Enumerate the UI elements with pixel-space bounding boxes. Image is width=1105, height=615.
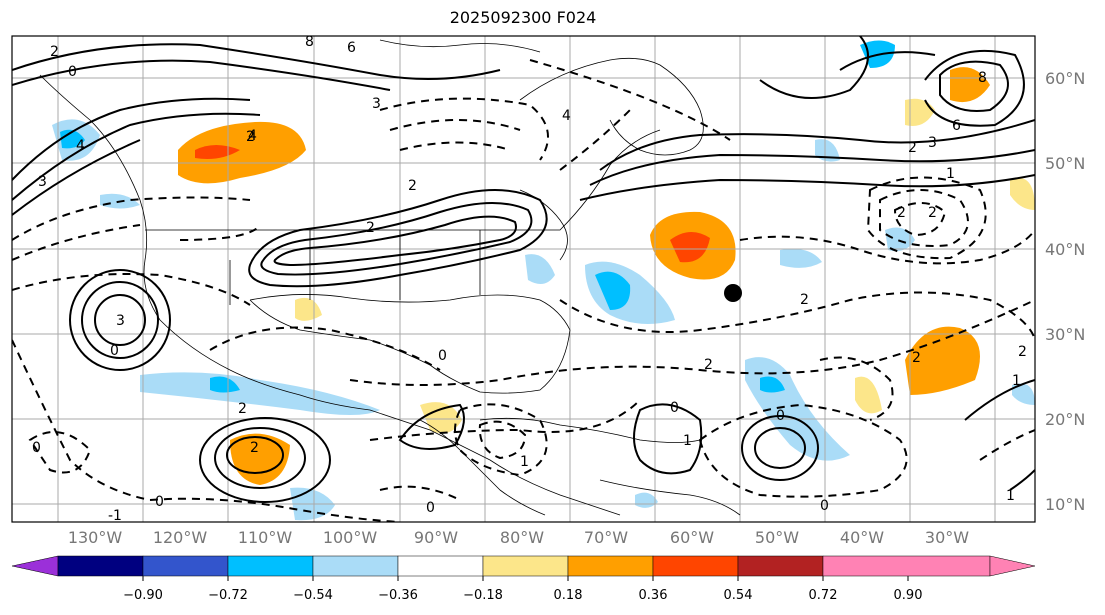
colorbar-segment — [482, 555, 569, 577]
lat-label: 40°N — [1045, 240, 1085, 259]
contour-label: 2 — [704, 357, 713, 373]
lon-label: 130°W — [68, 528, 123, 547]
contour-label: 2 — [250, 440, 259, 456]
contour-label: 2 — [928, 205, 937, 221]
colorbar-tick-labels: −0.90 −0.72 −0.54 −0.36 −0.18 0.18 0.36 … — [123, 588, 922, 603]
contour-label: 3 — [38, 174, 47, 190]
contour-label: 1 — [1012, 373, 1021, 389]
contour-label: 3 — [372, 96, 381, 112]
lat-label: 10°N — [1045, 495, 1085, 514]
colorbar-extend-high — [822, 555, 991, 577]
contour-label: 8 — [978, 70, 987, 86]
contour-label: 3 — [928, 135, 937, 151]
contour-label: 4 — [76, 138, 85, 154]
contour-label: 1 — [683, 433, 692, 449]
contour-label: 1 — [520, 454, 529, 470]
contour-label: 0 — [110, 343, 119, 359]
contour-label: 3 — [116, 313, 125, 329]
colorbar-ticks — [142, 576, 909, 581]
contour-label: 4 — [248, 128, 257, 144]
colorbar-segment — [142, 555, 229, 577]
colorbar-tick-label: −0.36 — [378, 588, 418, 603]
colorbar-tick-label: 0.72 — [809, 588, 838, 603]
map-title: 2025092300 F024 — [449, 8, 597, 27]
lon-label: 70°W — [584, 528, 628, 547]
colorbar-segment — [737, 555, 824, 577]
latitude-labels: 60°N 50°N 40°N 30°N 20°N 10°N — [1045, 69, 1085, 514]
colorbar-tick-label: 0.18 — [554, 588, 583, 603]
colorbar-tick-label: 0.54 — [724, 588, 753, 603]
colorbar: −0.90 −0.72 −0.54 −0.36 −0.18 0.18 0.36 … — [11, 555, 1036, 603]
map-panel — [12, 36, 1035, 522]
lat-label: 30°N — [1045, 325, 1085, 344]
contour-label: 2 — [908, 140, 917, 156]
lon-label: 60°W — [670, 528, 714, 547]
contour-label: 2 — [897, 205, 906, 221]
colorbar-segment — [397, 555, 484, 577]
contour-label: 0 — [32, 440, 41, 456]
contour-label: 2 — [408, 178, 417, 194]
contour-label: 8 — [305, 34, 314, 50]
contour-label: 6 — [347, 40, 356, 56]
lon-label: 40°W — [840, 528, 884, 547]
colorbar-segment — [567, 555, 654, 577]
longitude-labels: 130°W 120°W 110°W 100°W 90°W 80°W 70°W 6… — [68, 528, 969, 547]
contour-label: 0 — [670, 400, 679, 416]
contour-label: 2 — [800, 292, 809, 308]
lat-label: 60°N — [1045, 69, 1085, 88]
colorbar-tick-label: 0.90 — [894, 588, 923, 603]
anomaly-shading — [52, 40, 1035, 521]
colorbar-extend-high-tip — [989, 555, 1036, 577]
lon-label: 120°W — [153, 528, 208, 547]
contour-label: 1 — [946, 166, 955, 182]
colorbar-tick-label: −0.18 — [463, 588, 503, 603]
colorbar-tick-label: −0.90 — [123, 588, 163, 603]
contour-label: 0 — [68, 64, 77, 80]
contour-label: 6 — [952, 118, 961, 134]
contour-label: 4 — [562, 108, 571, 124]
dashed-contours — [12, 59, 1035, 522]
contour-label: 0 — [438, 348, 447, 364]
lon-label: 50°W — [755, 528, 799, 547]
colorbar-tick-label: 0.36 — [639, 588, 668, 603]
lon-label: 30°W — [925, 528, 969, 547]
lat-label: 20°N — [1045, 410, 1085, 429]
contour-labels: 2 0 4 8 6 3 2 4 4 2 3 6 8 3 2 1 2 2 2 2 … — [32, 34, 1027, 524]
lon-label: 100°W — [323, 528, 378, 547]
contour-label: 2 — [50, 44, 59, 60]
colorbar-segment — [652, 555, 739, 577]
map-border — [11, 35, 1036, 523]
storm-center-marker — [724, 284, 742, 302]
contour-label: 2 — [912, 350, 921, 366]
contour-label: 2 — [246, 129, 255, 145]
contour-label: 0 — [426, 500, 435, 516]
solid-contours — [12, 36, 1035, 503]
contour-label: 0 — [155, 494, 164, 510]
colorbar-segment — [227, 555, 314, 577]
contour-label: 0 — [776, 408, 785, 424]
colorbar-extend-low — [11, 555, 59, 577]
colorbar-tick-label: −0.54 — [293, 588, 333, 603]
contour-label: 2 — [366, 220, 375, 236]
contour-label: -1 — [108, 508, 122, 524]
lat-label: 50°N — [1045, 154, 1085, 173]
contour-label: 1 — [1006, 488, 1015, 504]
colorbar-segment — [57, 555, 144, 577]
contour-label: 2 — [1018, 344, 1027, 360]
contour-label: 2 — [238, 401, 247, 417]
colorbar-tick-label: −0.72 — [208, 588, 248, 603]
colorbar-segment — [312, 555, 399, 577]
lon-label: 80°W — [500, 528, 544, 547]
lon-label: 110°W — [238, 528, 293, 547]
lon-label: 90°W — [414, 528, 458, 547]
contour-label: 0 — [820, 498, 829, 514]
